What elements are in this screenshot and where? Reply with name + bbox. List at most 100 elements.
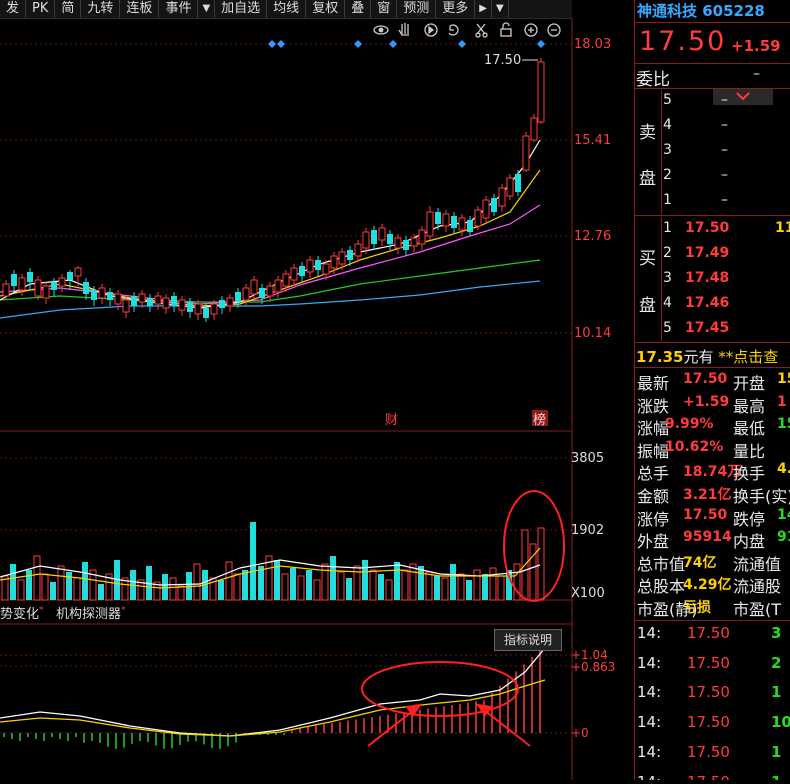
volume-ma-lines (0, 547, 541, 589)
kline-chart[interactable]: 18.03 15.41 12.76 10.14 3805 1902 X100 +… (0, 18, 632, 780)
toolbar-item[interactable]: 复权 (306, 0, 346, 18)
volume-bar (218, 580, 224, 600)
candle-body (290, 267, 298, 281)
volume-bar (489, 567, 497, 601)
volume-bar (193, 563, 201, 601)
indicator-help-button[interactable]: 指标说明 (494, 629, 562, 651)
volume-bar (362, 560, 368, 600)
stat-value: 4. (777, 461, 790, 478)
price-axis-label: 15.41 (574, 133, 611, 148)
candle-body (122, 299, 130, 313)
tab-institution-detector[interactable]: 机构探测器* (56, 605, 126, 622)
candle-body (18, 277, 26, 291)
trade-volume: 10 (771, 713, 790, 732)
toolbar-item[interactable]: 叠 (345, 0, 372, 18)
trade-price: 17.50 (687, 742, 730, 761)
trade-time: 14: (637, 624, 662, 642)
candle-body (194, 303, 202, 315)
hand-icon[interactable] (398, 23, 409, 36)
scissors-icon[interactable] (476, 23, 486, 35)
volume-axis-label: 3805 (571, 451, 604, 466)
stat-label: 最低 (733, 419, 766, 439)
tab-trend-change[interactable]: 势变化* (0, 605, 44, 622)
notice-bar[interactable]: 17.35元有 **点击查 (636, 346, 778, 367)
diamond-marker[interactable] (537, 40, 545, 48)
candle-body (299, 266, 305, 276)
toolbar-item[interactable]: ▼ (492, 0, 509, 18)
diamond-marker[interactable] (389, 40, 397, 48)
stat-label: 总手 (637, 464, 670, 484)
event-markers[interactable] (268, 40, 545, 48)
volume-bar (409, 563, 417, 601)
trade-price: 17.50 (687, 683, 730, 702)
volume-bar (473, 569, 481, 601)
chart-area[interactable]: 18.03 15.41 12.76 10.14 3805 1902 X100 +… (0, 18, 632, 780)
stat-label: 涨停 (637, 509, 670, 529)
play-icon[interactable] (424, 23, 438, 37)
stat-value: 18.74万 (683, 464, 742, 481)
price-axis-label: 12.76 (574, 229, 611, 244)
diamond-marker[interactable] (458, 40, 466, 48)
candle-body (226, 297, 234, 307)
volume-bar (258, 566, 264, 600)
toolbar-item[interactable]: PK (26, 0, 56, 18)
diamond-marker[interactable] (354, 40, 362, 48)
buy-level: 5 (663, 320, 672, 336)
volume-bar (313, 579, 321, 601)
trade-volume: 1 (771, 683, 782, 702)
toolbar-item[interactable]: 连板 (120, 0, 160, 18)
price-axis-label: 10.14 (574, 326, 611, 341)
macd-lines (0, 647, 546, 737)
candle-body (322, 263, 330, 275)
toolbar-item[interactable]: ▼ (198, 0, 216, 18)
undo-icon[interactable] (448, 24, 459, 36)
lock-icon[interactable] (500, 28, 512, 37)
sell-level: 5 (663, 92, 672, 108)
diamond-marker[interactable] (277, 40, 285, 48)
toolbar-item[interactable]: ▶ (475, 0, 492, 18)
zoom-in-icon[interactable] (524, 23, 538, 37)
volume-bar (73, 577, 81, 601)
trade-time: 14: (637, 742, 662, 761)
toolbar-item[interactable]: 事件 (159, 0, 199, 18)
candle-body (259, 288, 265, 298)
candle-body (171, 296, 177, 306)
notice-link[interactable]: **点击查 (718, 348, 779, 366)
candle-body (491, 198, 497, 212)
toolbar-item[interactable]: 均线 (267, 0, 307, 18)
candle-body (178, 299, 186, 311)
stat-value: +1.59 (683, 393, 730, 410)
toolbar-item[interactable]: 窗 (371, 0, 398, 18)
candle-body (435, 212, 441, 224)
volume-bar (457, 573, 465, 601)
toolbar-item[interactable]: 发 (0, 0, 27, 18)
toolbar-item[interactable]: 九转 (81, 0, 121, 18)
finance-event-marker[interactable]: 财 (385, 413, 398, 428)
toolbar-item[interactable]: 更多 (436, 0, 476, 18)
stat-label: 流通值 (733, 554, 782, 574)
stock-name: 神通科技 (637, 2, 698, 20)
chart-tools[interactable] (373, 22, 561, 38)
candle-body (378, 227, 386, 241)
toolbar-item[interactable]: 预测 (397, 0, 437, 18)
candle-body (91, 290, 97, 300)
dragon-tiger-marker[interactable]: 榜 (533, 412, 546, 428)
volume-bar (434, 576, 440, 600)
collapse-toggle[interactable] (713, 89, 773, 105)
eye-icon[interactable] (373, 25, 389, 35)
candle-body (162, 297, 170, 309)
stat-value: 15 (777, 371, 790, 387)
volume-bar (418, 566, 424, 600)
zoom-out-icon[interactable] (547, 23, 561, 37)
volume-bar (337, 571, 345, 601)
candle-body (482, 199, 490, 219)
candle-body (114, 293, 122, 305)
stat-value: 91 (777, 529, 790, 546)
diamond-marker[interactable] (268, 40, 276, 48)
price-grid (0, 43, 572, 734)
sell-price: – (721, 192, 728, 208)
toolbar-item[interactable]: 简 (55, 0, 82, 18)
toolbar-item[interactable]: 加自选 (215, 0, 268, 18)
macd-histogram (3, 649, 541, 749)
candle-body (242, 287, 250, 301)
